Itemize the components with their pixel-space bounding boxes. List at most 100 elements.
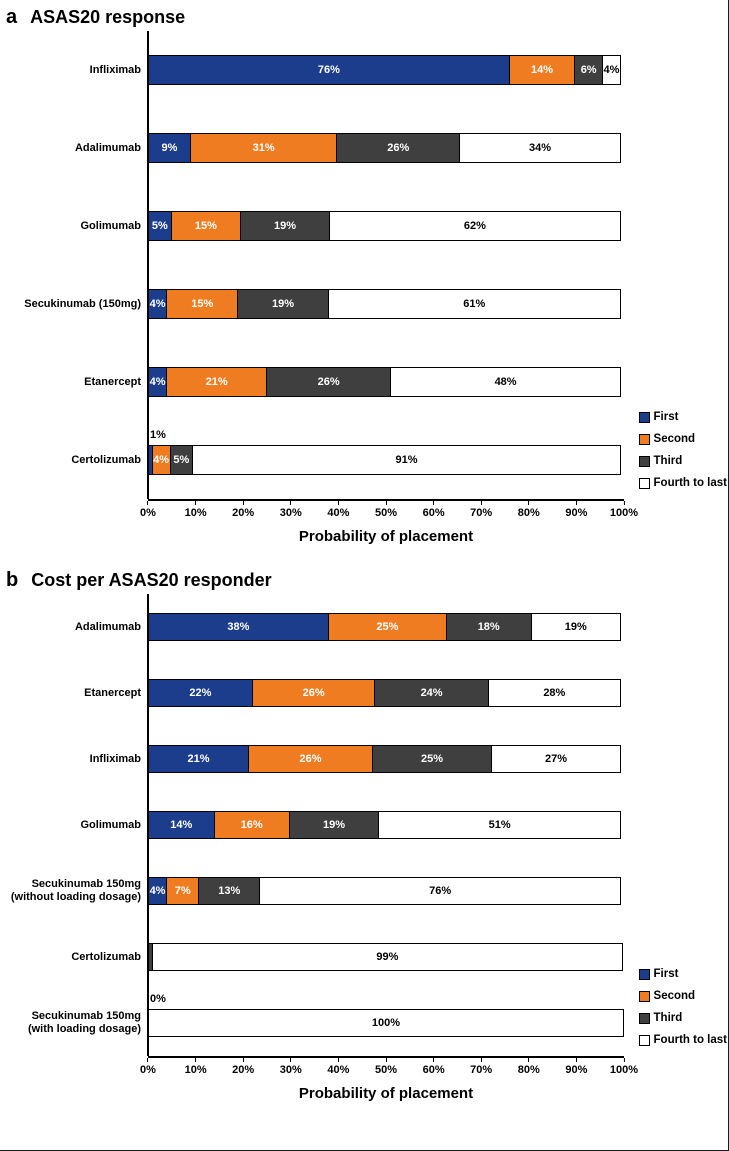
bar-segment-first: 4% bbox=[148, 289, 168, 319]
bar-row: Secukinumab (150mg) 4% 15% 19% 61% bbox=[0, 265, 729, 343]
bar-track: 4% 15% 19% 61% bbox=[148, 289, 624, 319]
legend-item-second: Second bbox=[638, 985, 727, 1007]
bar-value-label: 76% bbox=[429, 885, 452, 897]
legend-label: Third bbox=[653, 1012, 683, 1024]
bar-row: Adalimumab 9% 31% 26% 34% bbox=[0, 109, 729, 187]
bar-value-label: 25% bbox=[376, 621, 399, 633]
bar-value-label: 4% bbox=[603, 64, 620, 76]
bar-segment-second: 15% bbox=[166, 289, 239, 319]
legend-swatch bbox=[638, 411, 650, 423]
legend-swatch bbox=[638, 433, 650, 445]
legend-swatch bbox=[638, 990, 650, 1002]
tick-mark bbox=[528, 501, 530, 505]
tick-mark bbox=[242, 1058, 244, 1062]
bar-row: Secukinumab 150mg (without loading dosag… bbox=[0, 858, 729, 924]
bar-value-label: 61% bbox=[463, 298, 486, 310]
legend-a: First Second Third Fourth to last bbox=[638, 406, 727, 494]
bar-value-label: 26% bbox=[302, 687, 325, 699]
tick-mark bbox=[290, 501, 292, 505]
legend-label: Second bbox=[653, 433, 696, 445]
bar-segment-third: 18% bbox=[445, 613, 532, 641]
legend-item-fourth-to-last: Fourth to last bbox=[638, 472, 727, 494]
category-label: Secukinumab (150mg) bbox=[24, 297, 141, 310]
bar-segment-fourth-to-last: 34% bbox=[459, 133, 621, 163]
bar-value-above-label: 0% bbox=[150, 993, 166, 1005]
tick-mark bbox=[337, 501, 339, 505]
category-label: Secukinumab 150mg (with loading dosage) bbox=[27, 1010, 141, 1035]
x-tick: 80% bbox=[518, 501, 540, 519]
tick-label: 20% bbox=[232, 507, 255, 519]
legend-item-third: Third bbox=[638, 450, 727, 472]
category-label: Certolizumab bbox=[71, 453, 141, 466]
bar-value-label: 99% bbox=[376, 951, 399, 963]
category-label: Infliximab bbox=[89, 63, 141, 76]
bar-segment-first: 76% bbox=[148, 55, 510, 85]
tick-mark bbox=[623, 501, 625, 505]
tick-mark bbox=[575, 501, 577, 505]
panel-letter-a: a bbox=[6, 6, 18, 28]
tick-mark bbox=[242, 501, 244, 505]
bar-track: 100% 0% bbox=[148, 993, 624, 1037]
bar-value-label: 26% bbox=[299, 753, 322, 765]
bar-segment-fourth-to-last: 4% bbox=[601, 55, 621, 85]
tick-mark bbox=[385, 1058, 387, 1062]
bar-track: 76% 14% 6% 4% bbox=[148, 55, 624, 85]
legend-label: Fourth to last bbox=[653, 1034, 727, 1046]
legend-swatch bbox=[638, 1034, 650, 1046]
category-label: Secukinumab 150mg (without loading dosag… bbox=[10, 878, 141, 903]
bar-segment-second: 7% bbox=[166, 877, 200, 905]
tick-label: 0% bbox=[140, 507, 156, 519]
bar-segment-third: 5% bbox=[169, 445, 194, 475]
y-axis-line bbox=[147, 31, 149, 499]
bar-value-label: 26% bbox=[387, 142, 410, 154]
bar-segment-third: 26% bbox=[336, 133, 461, 163]
bar-segment-first: 4% bbox=[148, 877, 168, 905]
chart-b-title-text: Cost per ASAS20 responder bbox=[31, 570, 272, 590]
category-label: Certolizumab bbox=[71, 950, 141, 963]
bar-value-label: 51% bbox=[488, 819, 511, 831]
bar-value-label: 100% bbox=[371, 1017, 401, 1029]
x-tick: 40% bbox=[327, 501, 349, 519]
legend-item-first: First bbox=[638, 406, 727, 428]
bar-segment-fourth-to-last: 27% bbox=[491, 745, 621, 773]
bar-value-label: 19% bbox=[274, 220, 297, 232]
x-tick: 90% bbox=[565, 1058, 587, 1076]
x-tick: 10% bbox=[185, 501, 207, 519]
bar-rows-a: First Second Third Fourth to last Inflixima… bbox=[0, 31, 729, 499]
bar-row: Golimumab 14% 16% 19% 51% bbox=[0, 792, 729, 858]
legend-label: Fourth to last bbox=[653, 477, 727, 489]
bar-segment-first: 9% bbox=[148, 133, 191, 163]
bar-segment-fourth-to-last: 51% bbox=[378, 811, 621, 839]
chart-b-title: b Cost per ASAS20 responder bbox=[6, 569, 728, 592]
bar-value-label: 76% bbox=[317, 64, 340, 76]
bar-rows-b: First Second Third Fourth to last Adalimuma… bbox=[0, 594, 729, 1056]
tick-label: 40% bbox=[327, 1064, 350, 1076]
tick-mark bbox=[480, 501, 482, 505]
bar-segment-third: 19% bbox=[237, 289, 329, 319]
bar-value-label: 34% bbox=[529, 142, 552, 154]
tick-label: 90% bbox=[565, 1064, 588, 1076]
tick-label: 40% bbox=[327, 507, 350, 519]
x-tick: 90% bbox=[565, 501, 587, 519]
chart-cost-per-asas20-responder: b Cost per ASAS20 responder First Second T… bbox=[0, 569, 728, 1102]
bar-segment-second: 25% bbox=[327, 613, 447, 641]
legend-item-first: First bbox=[638, 963, 727, 985]
bar-segment-third: 26% bbox=[266, 367, 392, 397]
legend-swatch bbox=[638, 477, 650, 489]
bar-segment-third: 19% bbox=[288, 811, 380, 839]
bar-track: 4% 5% 91% 1% bbox=[148, 429, 624, 475]
bar-value-label: 13% bbox=[218, 885, 241, 897]
bar-value-label: 19% bbox=[271, 298, 295, 310]
tick-label: 60% bbox=[422, 1064, 445, 1076]
bar-row: Infliximab 76% 14% 6% 4% bbox=[0, 31, 729, 109]
bar-value-label: 4% bbox=[149, 376, 166, 388]
x-tick: 70% bbox=[470, 1058, 492, 1076]
tick-mark bbox=[528, 1058, 530, 1062]
legend-swatch bbox=[638, 1012, 650, 1024]
tick-label: 90% bbox=[565, 507, 588, 519]
x-ticks-b: 0% 10% 20% 30% 40% 50% 60% 70% 80% 90% 100% bbox=[140, 1058, 638, 1082]
legend-swatch bbox=[638, 455, 650, 467]
bar-segment-third: 6% bbox=[574, 55, 603, 85]
bar-segment-third: 19% bbox=[240, 211, 330, 241]
